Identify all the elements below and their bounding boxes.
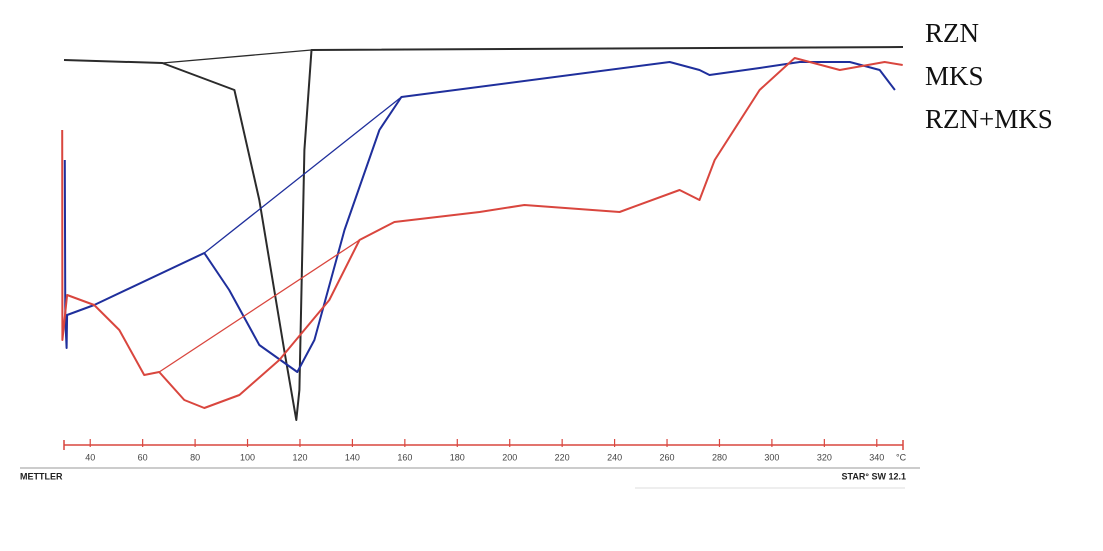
baseline: [162, 49, 312, 64]
legend-label: RZN+MKS: [925, 104, 1053, 134]
x-tick-label: 340: [869, 452, 884, 462]
x-tick-label: 40: [85, 452, 95, 462]
x-tick-label: 60: [138, 452, 148, 462]
x-unit: °C: [896, 452, 907, 462]
x-tick-label: 200: [502, 452, 517, 462]
footer-left: METTLER: [20, 471, 63, 481]
series-line: [63, 46, 904, 421]
x-tick-label: 260: [660, 452, 675, 462]
x-tick-label: 100: [240, 452, 255, 462]
x-tick-label: 160: [397, 452, 412, 462]
x-tick-label: 80: [190, 452, 200, 462]
legend-label: RZN: [925, 18, 979, 48]
x-tick-label: 320: [817, 452, 832, 462]
baseline: [203, 96, 402, 254]
footer-right: STAR° SW 12.1: [842, 471, 906, 481]
x-tick-label: 240: [607, 452, 622, 462]
x-tick-label: 140: [345, 452, 360, 462]
baseline: [158, 239, 360, 373]
legend-label: MKS: [925, 61, 984, 91]
series-line: [63, 61, 896, 373]
x-tick-label: 180: [450, 452, 465, 462]
series-line: [61, 57, 903, 409]
x-tick-label: 120: [292, 452, 307, 462]
x-tick-label: 300: [764, 452, 779, 462]
x-tick-label: 220: [555, 452, 570, 462]
x-tick-label: 280: [712, 452, 727, 462]
